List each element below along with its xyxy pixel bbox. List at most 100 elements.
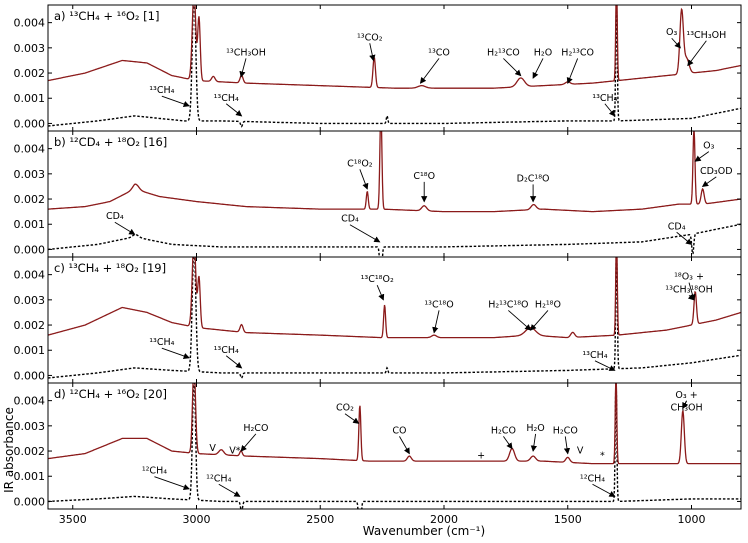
peak-annotation: V	[577, 446, 584, 457]
annotation-arrow	[563, 436, 571, 455]
x-tick-label: 2500	[306, 513, 334, 526]
annotation-arrow	[687, 293, 695, 301]
panels-layer: 0.000 0.001 0.002 0.003 0.004 a) ¹³CH₄ + ¹⁶O₂…	[14, 4, 742, 526]
peak-annotation: ¹⁸O₃ +	[674, 272, 704, 283]
y-tick-label: 0.000	[14, 117, 46, 130]
irradiated-spectrum-line	[48, 257, 741, 339]
annotation-arrow	[376, 285, 385, 301]
peak-annotation: ¹²CH₄	[142, 466, 167, 477]
peak-annotation: ¹³CH₄	[149, 85, 174, 96]
peak-annotation: O₃	[703, 141, 714, 152]
x-tick-label: 3500	[59, 513, 87, 526]
irradiated-spectrum-line	[48, 5, 741, 89]
reference-spectrum-line	[48, 383, 741, 509]
spectrum-panel: 0.000 0.001 0.002 0.003 0.004 b) ¹²CD₄ + ¹⁸O₂…	[14, 130, 742, 258]
annotation-arrow	[530, 310, 549, 331]
y-tick-label: 0.004	[14, 395, 46, 408]
peak-annotation: D₂C¹⁸O	[517, 173, 550, 184]
annotation-arrow	[225, 355, 243, 369]
peak-annotation: CD₄	[341, 214, 359, 225]
annotation-arrow	[701, 176, 717, 187]
peak-annotation: H₂¹³CO	[487, 47, 520, 58]
peak-annotation: H₂CO	[553, 425, 578, 436]
peak-annotation: CO₂	[336, 403, 354, 414]
spectrum-panel: 0.000 0.001 0.002 0.003 0.004 c) ¹³CH₄ + ¹⁸O₂…	[14, 256, 742, 384]
x-tick-label: 1500	[554, 513, 582, 526]
peak-annotation: CH₃OH	[670, 403, 702, 414]
panel-title: d) ¹²CH₄ + ¹⁶O₂ [20]	[54, 387, 167, 401]
y-axis-label: IR absorbance	[2, 407, 16, 493]
peak-annotation: ¹³C¹⁸O	[424, 299, 453, 310]
y-tick-label: 0.001	[14, 470, 46, 483]
peak-annotation: C¹⁸O	[413, 171, 435, 182]
peak-annotation: ¹³CH₄	[582, 350, 607, 361]
annotation-arrow	[530, 433, 537, 452]
peak-annotation: ¹³CH₃¹⁸OH	[665, 284, 712, 295]
peak-annotation: ¹³CH₄	[214, 345, 239, 356]
peak-annotation: ¹³CH₃OH	[686, 30, 726, 41]
annotation-arrow	[604, 103, 616, 117]
peak-annotation: ¹²CH₄	[206, 473, 231, 484]
irradiated-spectrum-line	[48, 131, 741, 213]
x-tick-label: 2000	[430, 513, 458, 526]
y-tick-label: 0.004	[14, 17, 46, 30]
y-tick-label: 0.003	[14, 420, 46, 433]
irradiated-spectrum-line	[48, 383, 741, 465]
peak-annotation: ¹³C¹⁸O₂	[361, 274, 394, 285]
peak-annotation: ¹³CO	[428, 47, 450, 58]
annotation-arrow	[239, 58, 247, 78]
panel-title: c) ¹³CH₄ + ¹⁸O₂ [19]	[54, 261, 166, 275]
annotation-arrow	[503, 58, 522, 77]
y-tick-label: 0.001	[14, 344, 46, 357]
annotation-arrow	[419, 58, 440, 84]
y-tick-label: 0.002	[14, 319, 46, 332]
panel-frame	[47, 4, 742, 132]
peak-annotation: V	[209, 443, 216, 454]
annotation-arrow	[114, 221, 136, 235]
peak-annotation: H₂CO	[243, 423, 268, 434]
annotation-arrow	[359, 169, 369, 190]
annotation-arrow	[508, 310, 532, 331]
y-tick-label: 0.003	[14, 42, 46, 55]
peak-annotation: H₂O	[526, 423, 544, 434]
annotation-arrow	[369, 43, 376, 62]
annotation-arrow	[592, 483, 616, 497]
annotation-arrow	[240, 433, 257, 452]
annotation-arrow	[671, 37, 681, 49]
peak-annotation: H₂¹³C¹⁸O	[488, 299, 528, 310]
peak-annotation: H₂¹³CO	[561, 47, 594, 58]
spectrum-panel: 0.000 0.001 0.002 0.003 0.004 a) ¹³CH₄ + ¹⁶O₂…	[14, 4, 742, 132]
peak-annotation: ¹³CO₂	[357, 32, 383, 43]
peak-annotation: H₂O	[534, 47, 552, 58]
peak-annotation: CO	[392, 425, 406, 436]
panel-title: b) ¹²CD₄ + ¹⁸O₂ [16]	[54, 135, 167, 149]
annotation-arrow	[532, 58, 544, 79]
y-tick-label: 0.002	[14, 67, 46, 80]
peak-annotation: CD₃OD	[700, 166, 733, 177]
peak-annotation: ¹³CH₄	[149, 337, 174, 348]
annotation-arrow	[399, 436, 410, 455]
y-tick-label: 0.001	[14, 92, 46, 105]
annotation-arrow	[154, 476, 190, 491]
peak-annotation: ¹²CH₄	[580, 473, 605, 484]
annotation-arrow	[694, 151, 710, 162]
peak-annotation: *	[600, 451, 605, 462]
reference-spectrum-line	[48, 223, 741, 257]
annotation-arrow	[349, 224, 381, 243]
y-tick-label: 0.003	[14, 294, 46, 307]
spectrum-panel: 0.000 0.001 0.002 0.003 0.004 3500 3000 2500 200…	[14, 382, 742, 526]
reference-spectrum-line	[48, 257, 741, 380]
annotation-arrow	[432, 310, 440, 334]
y-tick-label: 0.001	[14, 218, 46, 231]
y-tick-label: 0.000	[14, 495, 46, 508]
y-tick-label: 0.004	[14, 143, 46, 156]
y-tick-label: 0.000	[14, 369, 46, 382]
annotation-arrow	[225, 103, 243, 117]
peak-annotation: ¹³CH₄	[592, 93, 617, 104]
annotation-arrow	[161, 347, 190, 359]
annotation-arrow	[566, 58, 579, 84]
peak-annotation: CD₄	[668, 221, 686, 232]
y-tick-label: 0.004	[14, 269, 46, 282]
y-tick-label: 0.000	[14, 243, 46, 256]
